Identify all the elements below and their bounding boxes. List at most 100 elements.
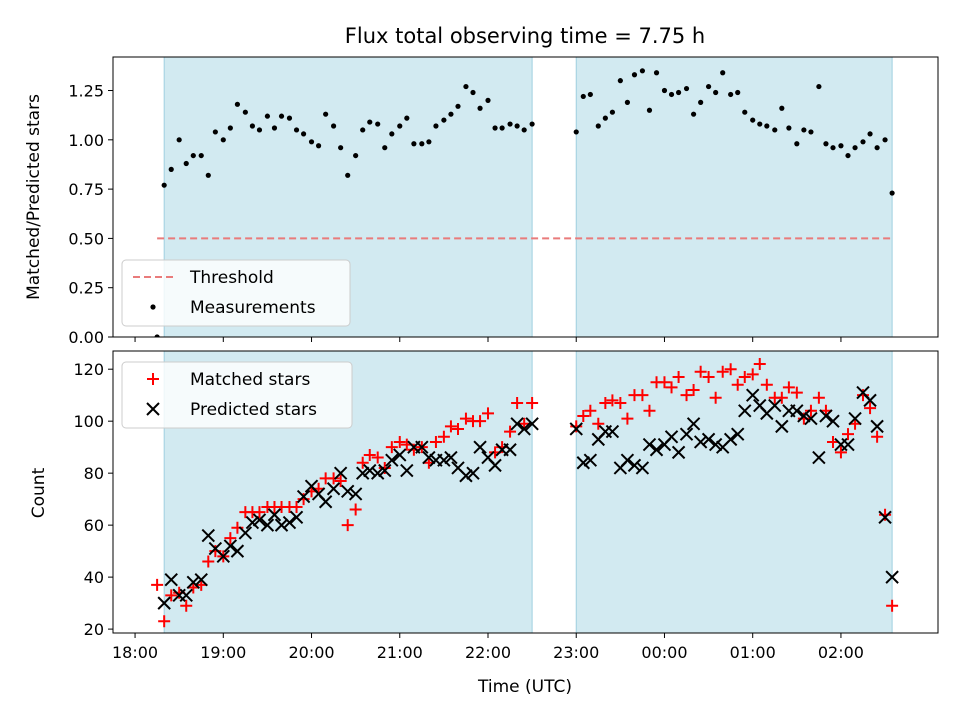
matched-star-point xyxy=(834,446,847,459)
measurement-point xyxy=(463,83,469,90)
measurement-point xyxy=(772,127,778,133)
matched-star-point xyxy=(158,615,171,628)
matched-star-point xyxy=(363,448,376,461)
measurement-point xyxy=(860,139,866,145)
measurement-point xyxy=(713,89,719,96)
predicted-star-point xyxy=(525,417,539,431)
measurement-point xyxy=(808,129,814,135)
measurement-point xyxy=(470,89,476,96)
predicted-legend-swatch xyxy=(146,402,160,416)
measurement-point xyxy=(161,182,167,188)
matched-star-point xyxy=(393,435,406,448)
predicted-legend-label: Predicted stars xyxy=(190,400,317,420)
matched-star-point xyxy=(665,381,678,394)
matched-star-point xyxy=(584,404,597,417)
matched-star-point xyxy=(459,412,472,425)
measurement-point xyxy=(602,115,608,121)
predicted-star-point xyxy=(841,437,855,452)
matched-star-point xyxy=(151,578,164,591)
predicted-star-point xyxy=(348,487,363,501)
matched-star-point xyxy=(327,472,340,485)
predicted-star-point xyxy=(576,456,591,470)
predicted-star-point xyxy=(444,450,458,465)
bottom-y-tick-label: 20 xyxy=(84,620,104,639)
top-panel: 0.00 0.25 0.50 0.75 1.00 1.25 xyxy=(68,56,939,347)
predicted-star-point xyxy=(473,440,487,454)
measurement-point xyxy=(286,115,293,121)
predicted-star-point xyxy=(605,424,620,439)
measurement-point xyxy=(823,141,829,147)
predicted-star-point xyxy=(738,404,752,418)
measurements-legend-swatch xyxy=(150,304,156,310)
bottom-y-tick-label: 80 xyxy=(84,464,104,483)
bottom-observing-window xyxy=(575,350,893,634)
measurement-point xyxy=(278,113,285,119)
measurement-point xyxy=(338,145,344,151)
predicted-star-point xyxy=(583,453,598,467)
predicted-star-point xyxy=(296,489,311,504)
measurement-point xyxy=(595,123,601,129)
measurement-point xyxy=(271,125,278,131)
measurement-point xyxy=(234,101,241,107)
measurement-point xyxy=(735,89,741,96)
top-plot-frame xyxy=(112,56,939,338)
matched-star-point xyxy=(790,386,803,399)
top-legend-box xyxy=(121,259,351,327)
measurement-point xyxy=(227,125,233,131)
predicted-star-point xyxy=(260,518,275,532)
predicted-star-point xyxy=(775,419,789,434)
top-y-tick-label: 0.50 xyxy=(68,229,104,248)
threshold-legend-label: Threshold xyxy=(189,268,274,288)
predicted-star-point xyxy=(812,450,826,465)
measurement-point xyxy=(499,125,505,131)
predicted-star-point xyxy=(686,417,701,431)
matched-star-point xyxy=(482,407,494,420)
predicted-star-point xyxy=(488,458,502,473)
measurement-point xyxy=(441,117,447,123)
predicted-star-point xyxy=(201,528,216,543)
matched-star-point xyxy=(511,396,524,409)
matched-star-point xyxy=(599,396,612,409)
predicted-star-point xyxy=(378,463,392,478)
x-tick-label: 22:00 xyxy=(465,643,511,662)
measurement-point xyxy=(256,127,263,133)
top-y-axis-label: Matched/Predicted stars xyxy=(24,94,44,300)
measurement-point xyxy=(830,145,836,151)
measurement-point xyxy=(779,105,785,111)
top-legend: Threshold Measurements xyxy=(121,259,351,327)
measurement-point xyxy=(389,131,395,137)
measurement-point xyxy=(205,172,211,178)
matched-star-point xyxy=(694,365,707,378)
predicted-star-point xyxy=(400,463,414,478)
predicted-star-point xyxy=(671,445,686,460)
matched-star-point xyxy=(680,389,693,402)
measurement-point xyxy=(426,139,432,145)
matched-star-point xyxy=(702,370,715,383)
matched-star-point xyxy=(775,391,788,404)
measurement-point xyxy=(580,93,586,100)
predicted-star-point xyxy=(164,573,178,587)
matched-star-point xyxy=(592,417,605,430)
measurement-point xyxy=(889,190,895,196)
measurement-point xyxy=(433,123,439,129)
measurement-point xyxy=(653,70,660,76)
measurement-point xyxy=(293,127,300,133)
matched-star-point xyxy=(871,430,884,443)
matched-star-point xyxy=(621,412,634,425)
matched-star-point xyxy=(341,519,354,532)
measurement-point xyxy=(308,139,315,145)
bottom-y-axis-label: Count xyxy=(29,467,49,518)
matched-star-point xyxy=(812,391,825,404)
predicted-star-point xyxy=(274,518,289,532)
bottom-plot-frame xyxy=(112,350,939,634)
predicted-star-point xyxy=(230,544,245,558)
measurement-point xyxy=(794,141,800,147)
matched-star-point xyxy=(202,555,215,568)
matched-star-point xyxy=(864,402,877,415)
measurement-point xyxy=(300,131,307,137)
predicted-star-point xyxy=(627,458,642,473)
measurement-point xyxy=(617,78,623,84)
measurement-point xyxy=(852,145,858,151)
predicted-star-point xyxy=(826,414,840,428)
